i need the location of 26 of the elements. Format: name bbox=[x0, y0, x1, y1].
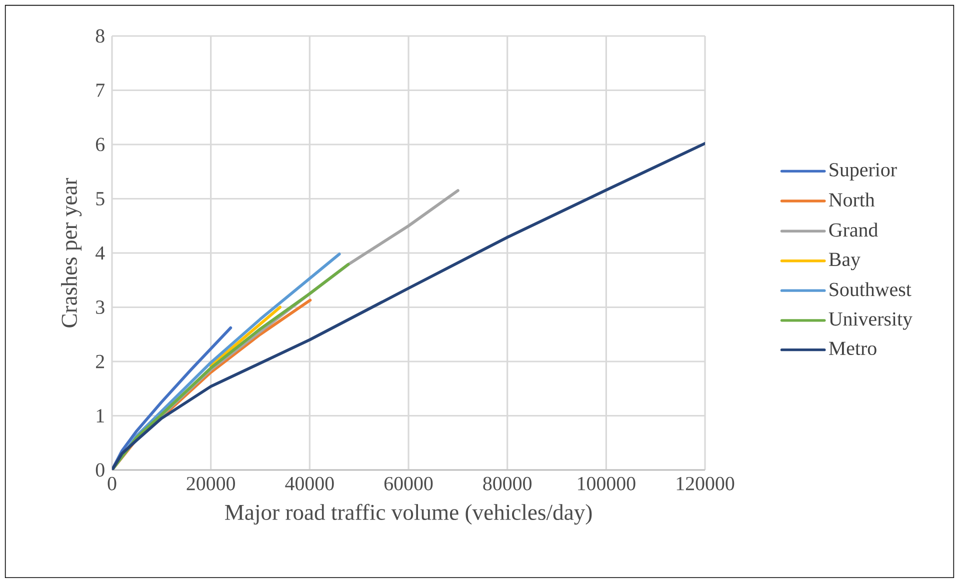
legend-label: Metro bbox=[828, 342, 876, 356]
y-tick-label: 2 bbox=[96, 354, 104, 368]
y-tick-label: 7 bbox=[96, 84, 105, 97]
legend-label: Bay bbox=[828, 252, 860, 270]
y-tick-label: 3 bbox=[96, 300, 104, 314]
y-axis-title: Crashes per year bbox=[61, 178, 82, 328]
legend-label: North bbox=[828, 192, 875, 207]
legend-label: Grand bbox=[829, 222, 878, 237]
y-tick-label: 0 bbox=[96, 463, 104, 477]
x-tick-label: 0 bbox=[108, 476, 116, 490]
y-tick-label: 4 bbox=[96, 246, 105, 260]
y-tick-label: 1 bbox=[96, 409, 104, 422]
x-tick-label: 80000 bbox=[483, 476, 532, 490]
y-tick-label: 8 bbox=[96, 29, 104, 43]
legend-label: Superior bbox=[830, 163, 897, 181]
x-tick-label: 100000 bbox=[578, 476, 636, 490]
x-tick-label: 60000 bbox=[384, 476, 433, 490]
y-tick-label: 5 bbox=[96, 192, 104, 206]
x-tick-label: 20000 bbox=[186, 476, 235, 490]
y-tick-label: 6 bbox=[96, 138, 105, 152]
x-tick-label: 40000 bbox=[285, 476, 334, 490]
x-axis-title: Major road traffic volume (vehicles/day) bbox=[225, 504, 592, 525]
legend-label: Southwest bbox=[830, 282, 912, 296]
x-tick-label: 120000 bbox=[676, 476, 734, 490]
legend-label: University bbox=[828, 312, 912, 330]
line-series bbox=[112, 142, 706, 470]
